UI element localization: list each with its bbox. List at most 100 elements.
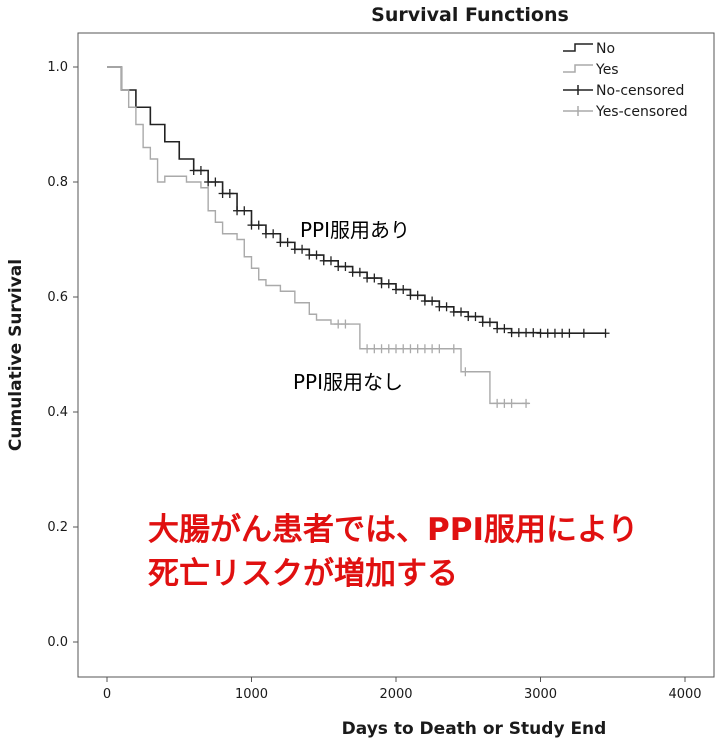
censored-mark-no bbox=[334, 262, 343, 272]
y-tick-label: 1.0 bbox=[47, 60, 68, 75]
censored-mark-no bbox=[269, 229, 278, 239]
y-tick-label: 0.0 bbox=[47, 635, 68, 650]
legend-label: No-censored bbox=[596, 83, 684, 99]
censored-mark-no bbox=[196, 166, 205, 175]
chart-title: Survival Functions bbox=[371, 4, 569, 26]
censored-mark-no bbox=[189, 166, 198, 175]
y-tick-label: 0.4 bbox=[47, 405, 68, 420]
x-tick-label: 1000 bbox=[235, 687, 268, 702]
censored-mark-no bbox=[290, 244, 299, 254]
legend-swatch bbox=[563, 64, 593, 73]
censored-mark-no bbox=[247, 220, 256, 230]
censored-mark-yes bbox=[420, 344, 429, 354]
annotation-without-ppi: PPI服用なし bbox=[293, 370, 403, 394]
censored-mark-no bbox=[363, 273, 372, 283]
censored-mark-yes bbox=[377, 344, 386, 354]
legend: No Yes No-censored Yes-censored bbox=[563, 41, 688, 120]
censored-mark-no bbox=[493, 324, 502, 334]
x-tick-label: 2000 bbox=[379, 687, 412, 702]
censored-mark-no bbox=[420, 296, 429, 306]
censored-mark-no bbox=[435, 302, 444, 312]
survival-line-yes bbox=[107, 66, 529, 405]
censored-mark-no bbox=[536, 328, 545, 338]
legend-item: Yes bbox=[563, 62, 619, 78]
censored-mark-no bbox=[464, 312, 473, 322]
censored-mark-yes bbox=[500, 398, 509, 408]
censored-mark-no bbox=[529, 328, 538, 338]
censored-mark-yes bbox=[493, 398, 502, 408]
censored-mark-no bbox=[428, 296, 437, 306]
censored-mark-no bbox=[522, 328, 531, 338]
legend-label: Yes bbox=[595, 62, 619, 78]
censored-mark-no bbox=[457, 307, 466, 317]
censored-mark-no bbox=[565, 328, 574, 338]
censored-mark-no bbox=[276, 237, 285, 247]
legend-swatch bbox=[563, 43, 593, 52]
censored-mark-no bbox=[240, 206, 249, 216]
censored-mark-yes bbox=[413, 344, 422, 354]
y-axis-title: Cumulative Survival bbox=[6, 259, 26, 451]
censored-mark-no bbox=[550, 328, 559, 338]
censored-mark-no bbox=[254, 220, 263, 230]
legend-label: No bbox=[596, 41, 615, 57]
plot-frame bbox=[77, 32, 715, 678]
censored-mark-no bbox=[225, 189, 234, 198]
censored-mark-no bbox=[370, 273, 379, 283]
x-tick-label: 0 bbox=[103, 687, 111, 702]
censored-mark-yes bbox=[406, 344, 415, 354]
x-axis-title: Days to Death or Study End bbox=[342, 719, 607, 739]
censored-mark-yes bbox=[363, 344, 372, 354]
censored-mark-no bbox=[579, 328, 588, 338]
censored-mark-no bbox=[413, 290, 422, 300]
censored-mark-no bbox=[485, 317, 494, 327]
censored-mark-no bbox=[471, 312, 480, 322]
censored-mark-yes bbox=[334, 319, 343, 329]
y-tick-label: 0.8 bbox=[47, 175, 68, 190]
conclusion-line-2: 死亡リスクが増加する bbox=[148, 556, 458, 592]
x-tick-label: 4000 bbox=[668, 687, 701, 702]
censored-mark-yes bbox=[399, 344, 408, 354]
y-axis: 0.0 0.2 0.4 0.6 0.8 1.0 bbox=[47, 60, 78, 650]
censored-mark-yes bbox=[522, 398, 531, 408]
censored-mark-no bbox=[392, 285, 400, 295]
censored-mark-no bbox=[233, 206, 242, 216]
censored-mark-yes bbox=[435, 344, 444, 354]
censored-mark-yes bbox=[507, 398, 516, 408]
censored-mark-no bbox=[601, 328, 610, 338]
x-tick-label: 3000 bbox=[524, 687, 557, 702]
censored-mark-no bbox=[449, 307, 458, 317]
censored-mark-no bbox=[442, 302, 451, 312]
censored-mark-no bbox=[326, 256, 335, 266]
censored-mark-yes bbox=[461, 367, 470, 377]
censored-mark-no bbox=[507, 328, 516, 338]
censored-mark-yes bbox=[341, 319, 350, 329]
censored-mark-no bbox=[283, 237, 292, 247]
censored-mark-no bbox=[558, 328, 567, 338]
censored-mark-no bbox=[478, 317, 487, 327]
censored-mark-yes bbox=[428, 344, 437, 354]
censored-mark-no bbox=[305, 250, 314, 260]
censored-mark-no bbox=[406, 290, 415, 300]
censored-mark-no bbox=[543, 328, 552, 338]
censored-mark-no bbox=[377, 279, 386, 289]
y-tick-label: 0.6 bbox=[47, 290, 68, 305]
censored-mark-no bbox=[341, 262, 350, 272]
legend-item: No bbox=[563, 41, 615, 57]
series-yes bbox=[107, 66, 531, 408]
censored-mark-no bbox=[514, 328, 523, 338]
censored-mark-no bbox=[298, 244, 307, 254]
legend-label: Yes-censored bbox=[595, 104, 688, 120]
annotation-with-ppi: PPI服用あり bbox=[300, 218, 410, 242]
censored-mark-yes bbox=[384, 344, 393, 354]
y-tick-label: 0.2 bbox=[47, 520, 68, 535]
censored-mark-no bbox=[312, 250, 321, 260]
series-layer bbox=[107, 66, 610, 408]
censored-mark-no bbox=[500, 324, 509, 334]
conclusion-line-1: 大腸がん患者では、PPI服用により bbox=[148, 512, 638, 548]
censored-mark-yes bbox=[449, 344, 458, 354]
censored-mark-no bbox=[384, 279, 393, 289]
censored-mark-no bbox=[355, 267, 364, 277]
series-no bbox=[107, 66, 610, 338]
